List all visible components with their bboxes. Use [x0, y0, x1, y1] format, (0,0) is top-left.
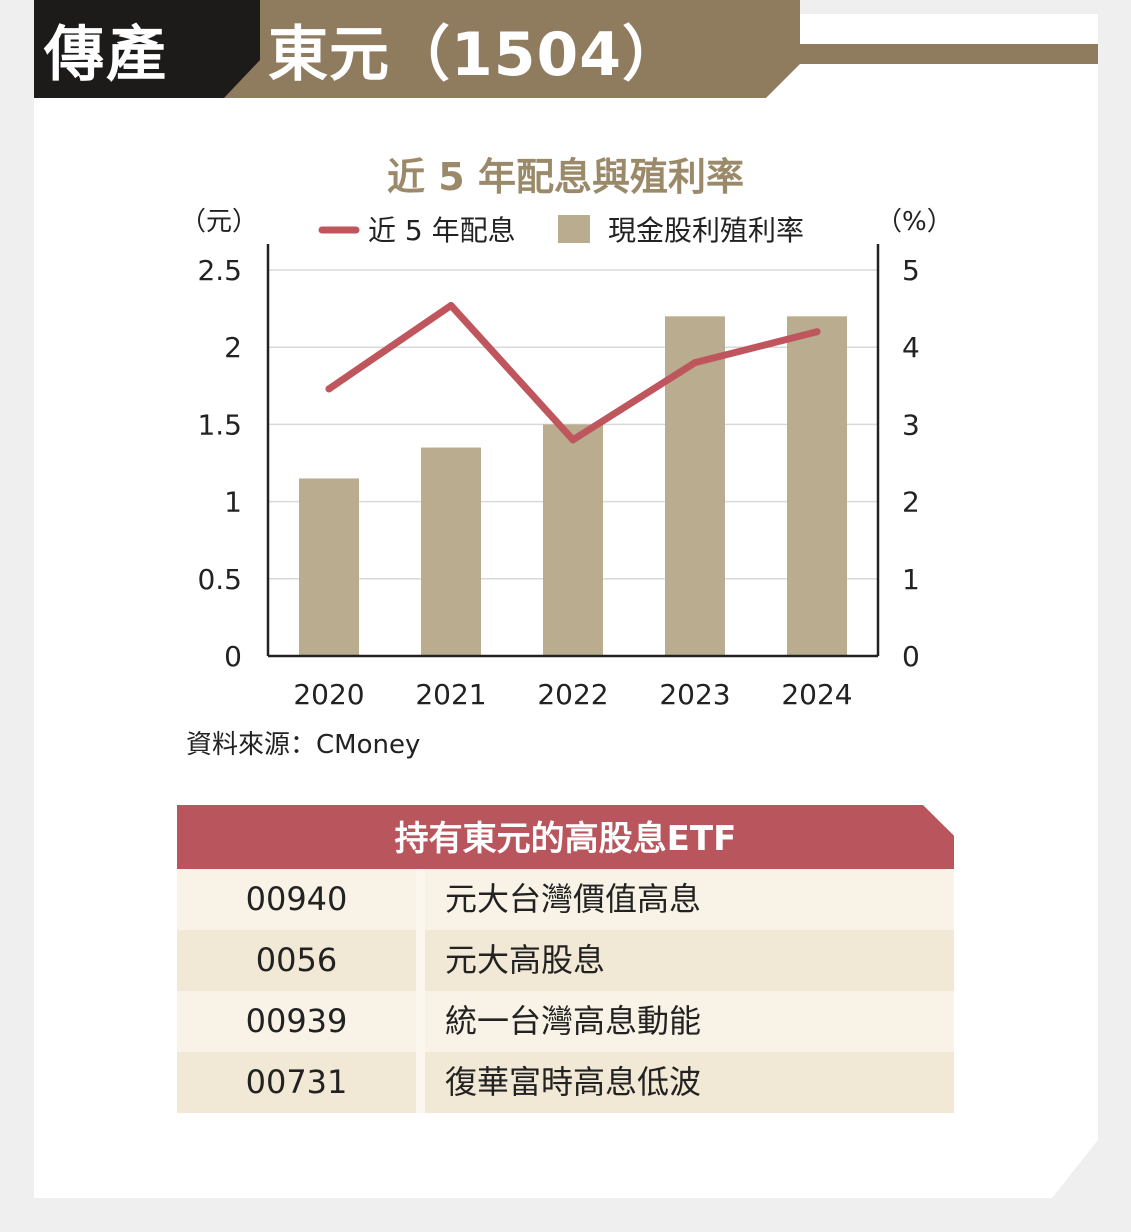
etf-name: 元大台灣價值高息	[425, 869, 954, 930]
left-tick-label: 2	[224, 331, 242, 364]
right-tick-label: 3	[902, 408, 920, 441]
axes: 0 0.5 1 1.5 2 2.5 0 1 2 3 4 5 2020 2021 2022 2023 2024	[197, 244, 920, 711]
line-point	[691, 359, 699, 367]
dividend-line	[325, 302, 821, 444]
table-row: 00731 復華富時高息低波	[177, 1052, 954, 1113]
line-point	[447, 302, 455, 310]
bar	[421, 447, 481, 656]
etf-name: 復華富時高息低波	[425, 1052, 954, 1113]
line-point	[813, 328, 821, 336]
etf-name: 統一台灣高息動能	[425, 991, 954, 1052]
etf-name: 元大高股息	[425, 930, 954, 991]
legend-bar-label: 現金股利殖利率	[608, 214, 804, 247]
bar-series	[299, 316, 847, 656]
data-source: 資料來源：CMoney	[186, 730, 421, 760]
etf-code: 00939	[177, 991, 416, 1052]
left-axis-unit: （元）	[180, 207, 258, 237]
x-tick-label: 2022	[537, 678, 608, 711]
line-series	[325, 302, 821, 444]
x-tick-label: 2021	[415, 678, 486, 711]
right-tick-label: 5	[902, 254, 920, 287]
etf-code: 00731	[177, 1052, 416, 1113]
left-tick-label: 1	[224, 486, 242, 519]
right-axis-unit: （%）	[876, 207, 953, 237]
legend: 近 5 年配息 現金股利殖利率	[318, 214, 804, 247]
legend-line-label: 近 5 年配息	[368, 214, 516, 247]
etf-code: 00940	[177, 869, 416, 930]
left-tick-label: 1.5	[197, 408, 242, 441]
right-tick-label: 1	[902, 563, 920, 596]
right-tick-label: 4	[902, 331, 920, 364]
x-tick-label: 2024	[781, 678, 852, 711]
bar	[665, 316, 725, 656]
chart-title: 近 5 年配息與殖利率	[387, 155, 744, 199]
left-tick-label: 0.5	[197, 563, 242, 596]
right-tick-label: 2	[902, 486, 920, 519]
line-point	[325, 385, 333, 393]
left-tick-label: 2.5	[197, 254, 242, 287]
bar	[543, 424, 603, 656]
legend-bar-swatch	[558, 215, 590, 243]
line-point	[569, 436, 577, 444]
x-tick-label: 2020	[293, 678, 364, 711]
category-label: 傳產	[44, 20, 168, 90]
etf-table-title: 持有東元的高股息ETF	[177, 805, 954, 869]
table-row: 0056 元大高股息	[177, 930, 954, 991]
table-row: 00939 統一台灣高息動能	[177, 991, 954, 1052]
bar	[787, 316, 847, 656]
company-title: 東元（1504）	[268, 20, 683, 90]
x-tick-label: 2023	[659, 678, 730, 711]
etf-code: 0056	[177, 930, 416, 991]
bar	[299, 478, 359, 656]
left-tick-label: 0	[224, 640, 242, 673]
etf-table: 持有東元的高股息ETF 00940 元大台灣價值高息 0056 元大高股息 00…	[177, 805, 954, 1113]
table-row: 00940 元大台灣價值高息	[177, 869, 954, 930]
right-tick-label: 0	[902, 640, 920, 673]
